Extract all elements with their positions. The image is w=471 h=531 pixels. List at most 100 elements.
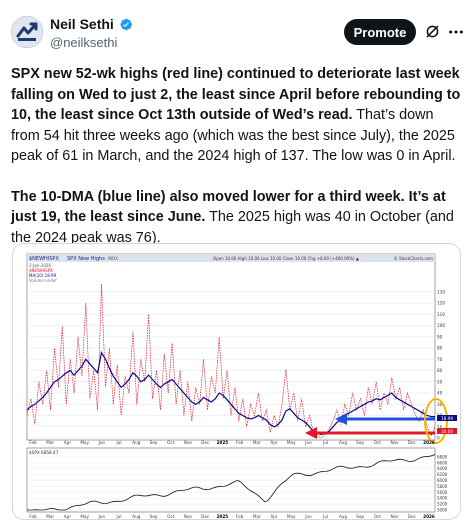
new-highs-line <box>26 283 436 439</box>
lower-y-tick-label: 5200 <box>437 502 448 507</box>
x-tick-label: Nov <box>390 440 399 445</box>
x-tick-label: Oct <box>167 514 175 519</box>
ma-marker-label: 18.99 <box>441 416 453 421</box>
x-tick-label: Aug <box>132 440 141 445</box>
chart-branding: © StockCharts.com <box>394 256 433 261</box>
lower-y-tick-label: 5800 <box>437 484 448 489</box>
promote-button[interactable]: Promote <box>344 19 416 45</box>
chart-title-desc: SPX New Highs <box>67 256 105 262</box>
y-tick-label: 60 <box>437 368 443 373</box>
x-tick-label: Sep <box>356 440 364 445</box>
chart-title-exch: INDX <box>108 256 118 261</box>
x-tick-label: Feb <box>236 514 244 519</box>
author-name[interactable]: Neil Sethi <box>50 16 114 32</box>
x-tick-label: 2026 <box>423 440 435 445</box>
red-arrow <box>305 427 435 439</box>
verified-badge-icon <box>120 18 132 30</box>
tweet-p2-normal: The 2025 high was 40 in October (and the… <box>11 209 454 246</box>
x-tick-label: Mar <box>253 440 261 445</box>
x-tick-label: Jun <box>98 440 106 445</box>
x-tick-label: Jul <box>322 514 328 519</box>
x-tick-label: Feb <box>29 440 37 445</box>
ma-marker <box>437 415 457 421</box>
x-tick-label: Oct <box>374 440 382 445</box>
blue-arrow <box>335 413 435 425</box>
x-tick-label: Dec <box>408 514 417 519</box>
x-tick-label: May <box>80 440 89 445</box>
x-tick-label: Jul <box>116 440 122 445</box>
x-tick-label: Mar <box>253 514 261 519</box>
x-tick-label: Jul <box>322 440 328 445</box>
x-tick-label: Mar <box>46 440 54 445</box>
avatar-logo-icon <box>11 16 43 48</box>
chart-volume-legend: Volume undef <box>29 278 57 283</box>
chart-newhi-legend: $NEWHISPX <box>29 268 53 273</box>
x-tick-label: Feb <box>236 440 244 445</box>
x-tick-label: Oct <box>167 440 175 445</box>
chart-ohlc: Open 10.00 High 10.00 Low 10.00 Close 10… <box>213 256 360 261</box>
tweet-text: SPX new 52-wk highs (red line) continued… <box>11 64 463 248</box>
lower-panel-label: $SPX 6858.47 <box>29 450 59 455</box>
x-tick-label: Apr <box>270 440 278 445</box>
chart-date: 2-Jan-2026 <box>29 263 51 268</box>
newhi-marker <box>437 428 457 434</box>
chart-ma-legend: MA(10) 18.99 <box>29 273 57 278</box>
x-tick-label: Sep <box>150 440 158 445</box>
lower-y-tick-label: 6600 <box>437 460 448 465</box>
x-tick-label: Dec <box>408 440 417 445</box>
chart-image[interactable]: $NEWHISPX SPX New Highs INDX Open 10.00 … <box>12 243 461 520</box>
stockcharts-chart: $NEWHISPX SPX New Highs INDX Open 10.00 … <box>13 244 460 519</box>
lower-y-tick-label: 6800 <box>437 454 448 459</box>
x-tick-label: Aug <box>339 440 348 445</box>
lower-y-tick-label: 5000 <box>437 508 448 513</box>
avatar[interactable] <box>11 16 43 48</box>
x-tick-label: Aug <box>132 514 141 519</box>
x-tick-label: Apr <box>270 514 278 519</box>
y-tick-label: 90 <box>437 334 443 339</box>
chart-title-symbol: $NEWHISPX <box>29 256 59 262</box>
x-tick-label: Sep <box>150 514 158 519</box>
more-icon[interactable] <box>447 23 465 41</box>
author-handle[interactable]: @neilksethi <box>50 35 118 50</box>
y-tick-label: 110 <box>437 312 445 317</box>
lower-y-tick-label: 6000 <box>437 478 448 483</box>
tweet-p1-normal: That’s down from 54 hit three weeks ago … <box>11 107 456 164</box>
x-tick-label: 2025 <box>217 440 229 445</box>
tweet-p1-bold: SPX new 52-wk highs (red line) continued… <box>11 66 461 123</box>
upper-panel <box>26 253 436 441</box>
tweet-paragraph-1: SPX new 52-wk highs (red line) continued… <box>11 64 463 167</box>
lower-y-tick-label: 5600 <box>437 490 448 495</box>
y-tick-label: 0 <box>437 436 440 441</box>
author-block: Neil Sethi @neilksethi <box>50 16 133 50</box>
tweet-paragraph-2: The 10-DMA (blue line) also moved lower … <box>11 187 463 249</box>
x-tick-label: Apr <box>64 440 72 445</box>
x-tick-label: Mar <box>46 514 54 519</box>
grok-icon[interactable] <box>424 23 441 40</box>
x-tick-label: Nov <box>184 514 193 519</box>
y-tick-label: 10 <box>437 424 443 429</box>
y-tick-label: 120 <box>437 301 445 306</box>
newhi-marker-label: 10.00 <box>441 429 453 434</box>
x-tick-label: Jun <box>98 514 106 519</box>
y-tick-label: 80 <box>437 346 443 351</box>
lower-y-tick-label: 6400 <box>437 466 448 471</box>
lower-y-tick-label: 5400 <box>437 496 448 501</box>
y-tick-label: 50 <box>437 379 443 384</box>
tweet-header: Neil Sethi @neilksethi Promote <box>0 0 471 60</box>
tweet-p2-bold: The 10-DMA (blue line) also moved lower … <box>11 188 446 226</box>
lower-y-tick-label: 6200 <box>437 472 448 477</box>
x-tick-label: Sep <box>356 514 364 519</box>
x-tick-label: Jun <box>304 514 312 519</box>
y-tick-label: 40 <box>437 391 443 396</box>
x-tick-label: Jul <box>116 514 122 519</box>
y-tick-label: 100 <box>437 323 445 328</box>
ma10-line <box>26 350 435 436</box>
x-tick-label: Dec <box>201 440 210 445</box>
x-tick-label: Aug <box>339 514 348 519</box>
y-tick-label: 70 <box>437 357 443 362</box>
x-tick-label: Oct <box>374 514 382 519</box>
x-tick-label: May <box>287 514 296 519</box>
y-tick-label: 30 <box>437 402 443 407</box>
x-tick-label: Nov <box>390 514 399 519</box>
x-tick-label: May <box>287 440 296 445</box>
